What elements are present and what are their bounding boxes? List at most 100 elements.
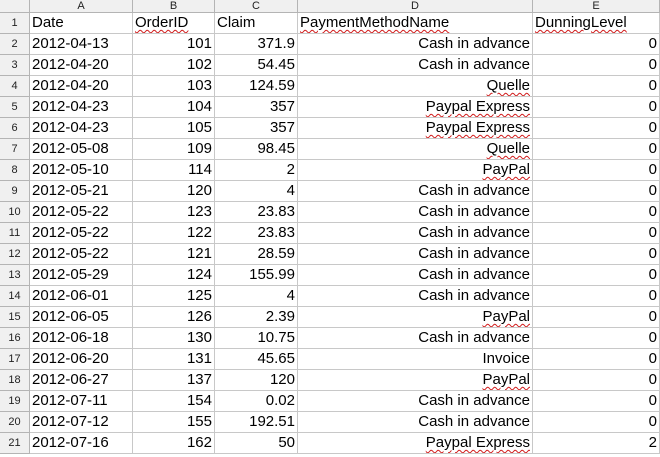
select-all-corner[interactable] <box>0 0 30 13</box>
data-cell[interactable]: 0 <box>533 391 660 412</box>
data-cell[interactable]: 2012-05-22 <box>30 223 133 244</box>
data-cell[interactable]: 0 <box>533 265 660 286</box>
data-cell[interactable]: Cash in advance <box>298 202 533 223</box>
data-cell[interactable]: 2 <box>215 160 298 181</box>
data-cell[interactable]: 50 <box>215 433 298 454</box>
data-cell[interactable]: 2012-06-18 <box>30 328 133 349</box>
data-cell[interactable]: 0.02 <box>215 391 298 412</box>
data-cell[interactable]: 121 <box>133 244 215 265</box>
row-header[interactable]: 4 <box>0 76 30 97</box>
row-header[interactable]: 5 <box>0 97 30 118</box>
data-cell[interactable]: Cash in advance <box>298 181 533 202</box>
data-cell[interactable]: Cash in advance <box>298 223 533 244</box>
row-header[interactable]: 17 <box>0 349 30 370</box>
header-cell[interactable]: Claim <box>215 13 298 34</box>
data-cell[interactable]: 120 <box>133 181 215 202</box>
data-cell[interactable]: 2012-05-29 <box>30 265 133 286</box>
data-cell[interactable]: 2012-04-20 <box>30 76 133 97</box>
data-cell[interactable]: 0 <box>533 307 660 328</box>
data-cell[interactable]: 2012-06-05 <box>30 307 133 328</box>
data-cell[interactable]: 2 <box>533 433 660 454</box>
data-cell[interactable]: Paypal Express <box>298 97 533 118</box>
data-cell[interactable]: 2012-07-12 <box>30 412 133 433</box>
data-cell[interactable]: Cash in advance <box>298 34 533 55</box>
data-cell[interactable]: 137 <box>133 370 215 391</box>
data-cell[interactable]: 45.65 <box>215 349 298 370</box>
data-cell[interactable]: 0 <box>533 118 660 139</box>
data-cell[interactable]: 0 <box>533 202 660 223</box>
data-cell[interactable]: 23.83 <box>215 223 298 244</box>
data-cell[interactable]: 0 <box>533 412 660 433</box>
data-cell[interactable]: 109 <box>133 139 215 160</box>
data-cell[interactable]: 2012-05-22 <box>30 244 133 265</box>
data-cell[interactable]: 130 <box>133 328 215 349</box>
header-cell[interactable]: OrderID <box>133 13 215 34</box>
data-cell[interactable]: 120 <box>215 370 298 391</box>
data-cell[interactable]: 357 <box>215 118 298 139</box>
row-header[interactable]: 16 <box>0 328 30 349</box>
data-cell[interactable]: 10.75 <box>215 328 298 349</box>
data-cell[interactable]: 154 <box>133 391 215 412</box>
data-cell[interactable]: 155.99 <box>215 265 298 286</box>
data-cell[interactable]: 124 <box>133 265 215 286</box>
data-cell[interactable]: PayPal <box>298 370 533 391</box>
row-header[interactable]: 10 <box>0 202 30 223</box>
data-cell[interactable]: 2012-05-10 <box>30 160 133 181</box>
data-cell[interactable]: Paypal Express <box>298 118 533 139</box>
data-cell[interactable]: 102 <box>133 55 215 76</box>
data-cell[interactable]: 0 <box>533 97 660 118</box>
data-cell[interactable]: 103 <box>133 76 215 97</box>
data-cell[interactable]: Quelle <box>298 139 533 160</box>
row-header[interactable]: 15 <box>0 307 30 328</box>
header-cell[interactable]: DunningLevel <box>533 13 660 34</box>
data-cell[interactable]: 0 <box>533 160 660 181</box>
data-cell[interactable]: 54.45 <box>215 55 298 76</box>
column-header-b[interactable]: B <box>133 0 215 13</box>
row-header[interactable]: 19 <box>0 391 30 412</box>
data-cell[interactable]: 0 <box>533 139 660 160</box>
data-cell[interactable]: 122 <box>133 223 215 244</box>
data-cell[interactable]: 162 <box>133 433 215 454</box>
column-header-a[interactable]: A <box>30 0 133 13</box>
data-cell[interactable]: 0 <box>533 370 660 391</box>
row-header[interactable]: 9 <box>0 181 30 202</box>
data-cell[interactable]: 4 <box>215 286 298 307</box>
data-cell[interactable]: 123 <box>133 202 215 223</box>
data-cell[interactable]: 2.39 <box>215 307 298 328</box>
data-cell[interactable]: 2012-06-01 <box>30 286 133 307</box>
data-cell[interactable]: Cash in advance <box>298 286 533 307</box>
data-cell[interactable]: 131 <box>133 349 215 370</box>
data-cell[interactable]: 0 <box>533 328 660 349</box>
data-cell[interactable]: 114 <box>133 160 215 181</box>
data-cell[interactable]: 2012-04-23 <box>30 118 133 139</box>
data-cell[interactable]: 0 <box>533 286 660 307</box>
data-cell[interactable]: 0 <box>533 223 660 244</box>
row-header[interactable]: 21 <box>0 433 30 454</box>
data-cell[interactable]: 0 <box>533 55 660 76</box>
data-cell[interactable]: Quelle <box>298 76 533 97</box>
data-cell[interactable]: 2012-05-22 <box>30 202 133 223</box>
data-cell[interactable]: 4 <box>215 181 298 202</box>
data-cell[interactable]: 126 <box>133 307 215 328</box>
row-header[interactable]: 1 <box>0 13 30 34</box>
data-cell[interactable]: 357 <box>215 97 298 118</box>
row-header[interactable]: 3 <box>0 55 30 76</box>
data-cell[interactable]: 125 <box>133 286 215 307</box>
row-header[interactable]: 7 <box>0 139 30 160</box>
data-cell[interactable]: 124.59 <box>215 76 298 97</box>
data-cell[interactable]: Cash in advance <box>298 328 533 349</box>
row-header[interactable]: 20 <box>0 412 30 433</box>
data-cell[interactable]: Cash in advance <box>298 412 533 433</box>
data-cell[interactable]: 105 <box>133 118 215 139</box>
data-cell[interactable]: 2012-05-08 <box>30 139 133 160</box>
row-header[interactable]: 11 <box>0 223 30 244</box>
data-cell[interactable]: 2012-07-16 <box>30 433 133 454</box>
column-header-e[interactable]: E <box>533 0 660 13</box>
data-cell[interactable]: 2012-04-23 <box>30 97 133 118</box>
data-cell[interactable]: 0 <box>533 181 660 202</box>
row-header[interactable]: 8 <box>0 160 30 181</box>
data-cell[interactable]: Cash in advance <box>298 265 533 286</box>
column-header-d[interactable]: D <box>298 0 533 13</box>
data-cell[interactable]: 23.83 <box>215 202 298 223</box>
